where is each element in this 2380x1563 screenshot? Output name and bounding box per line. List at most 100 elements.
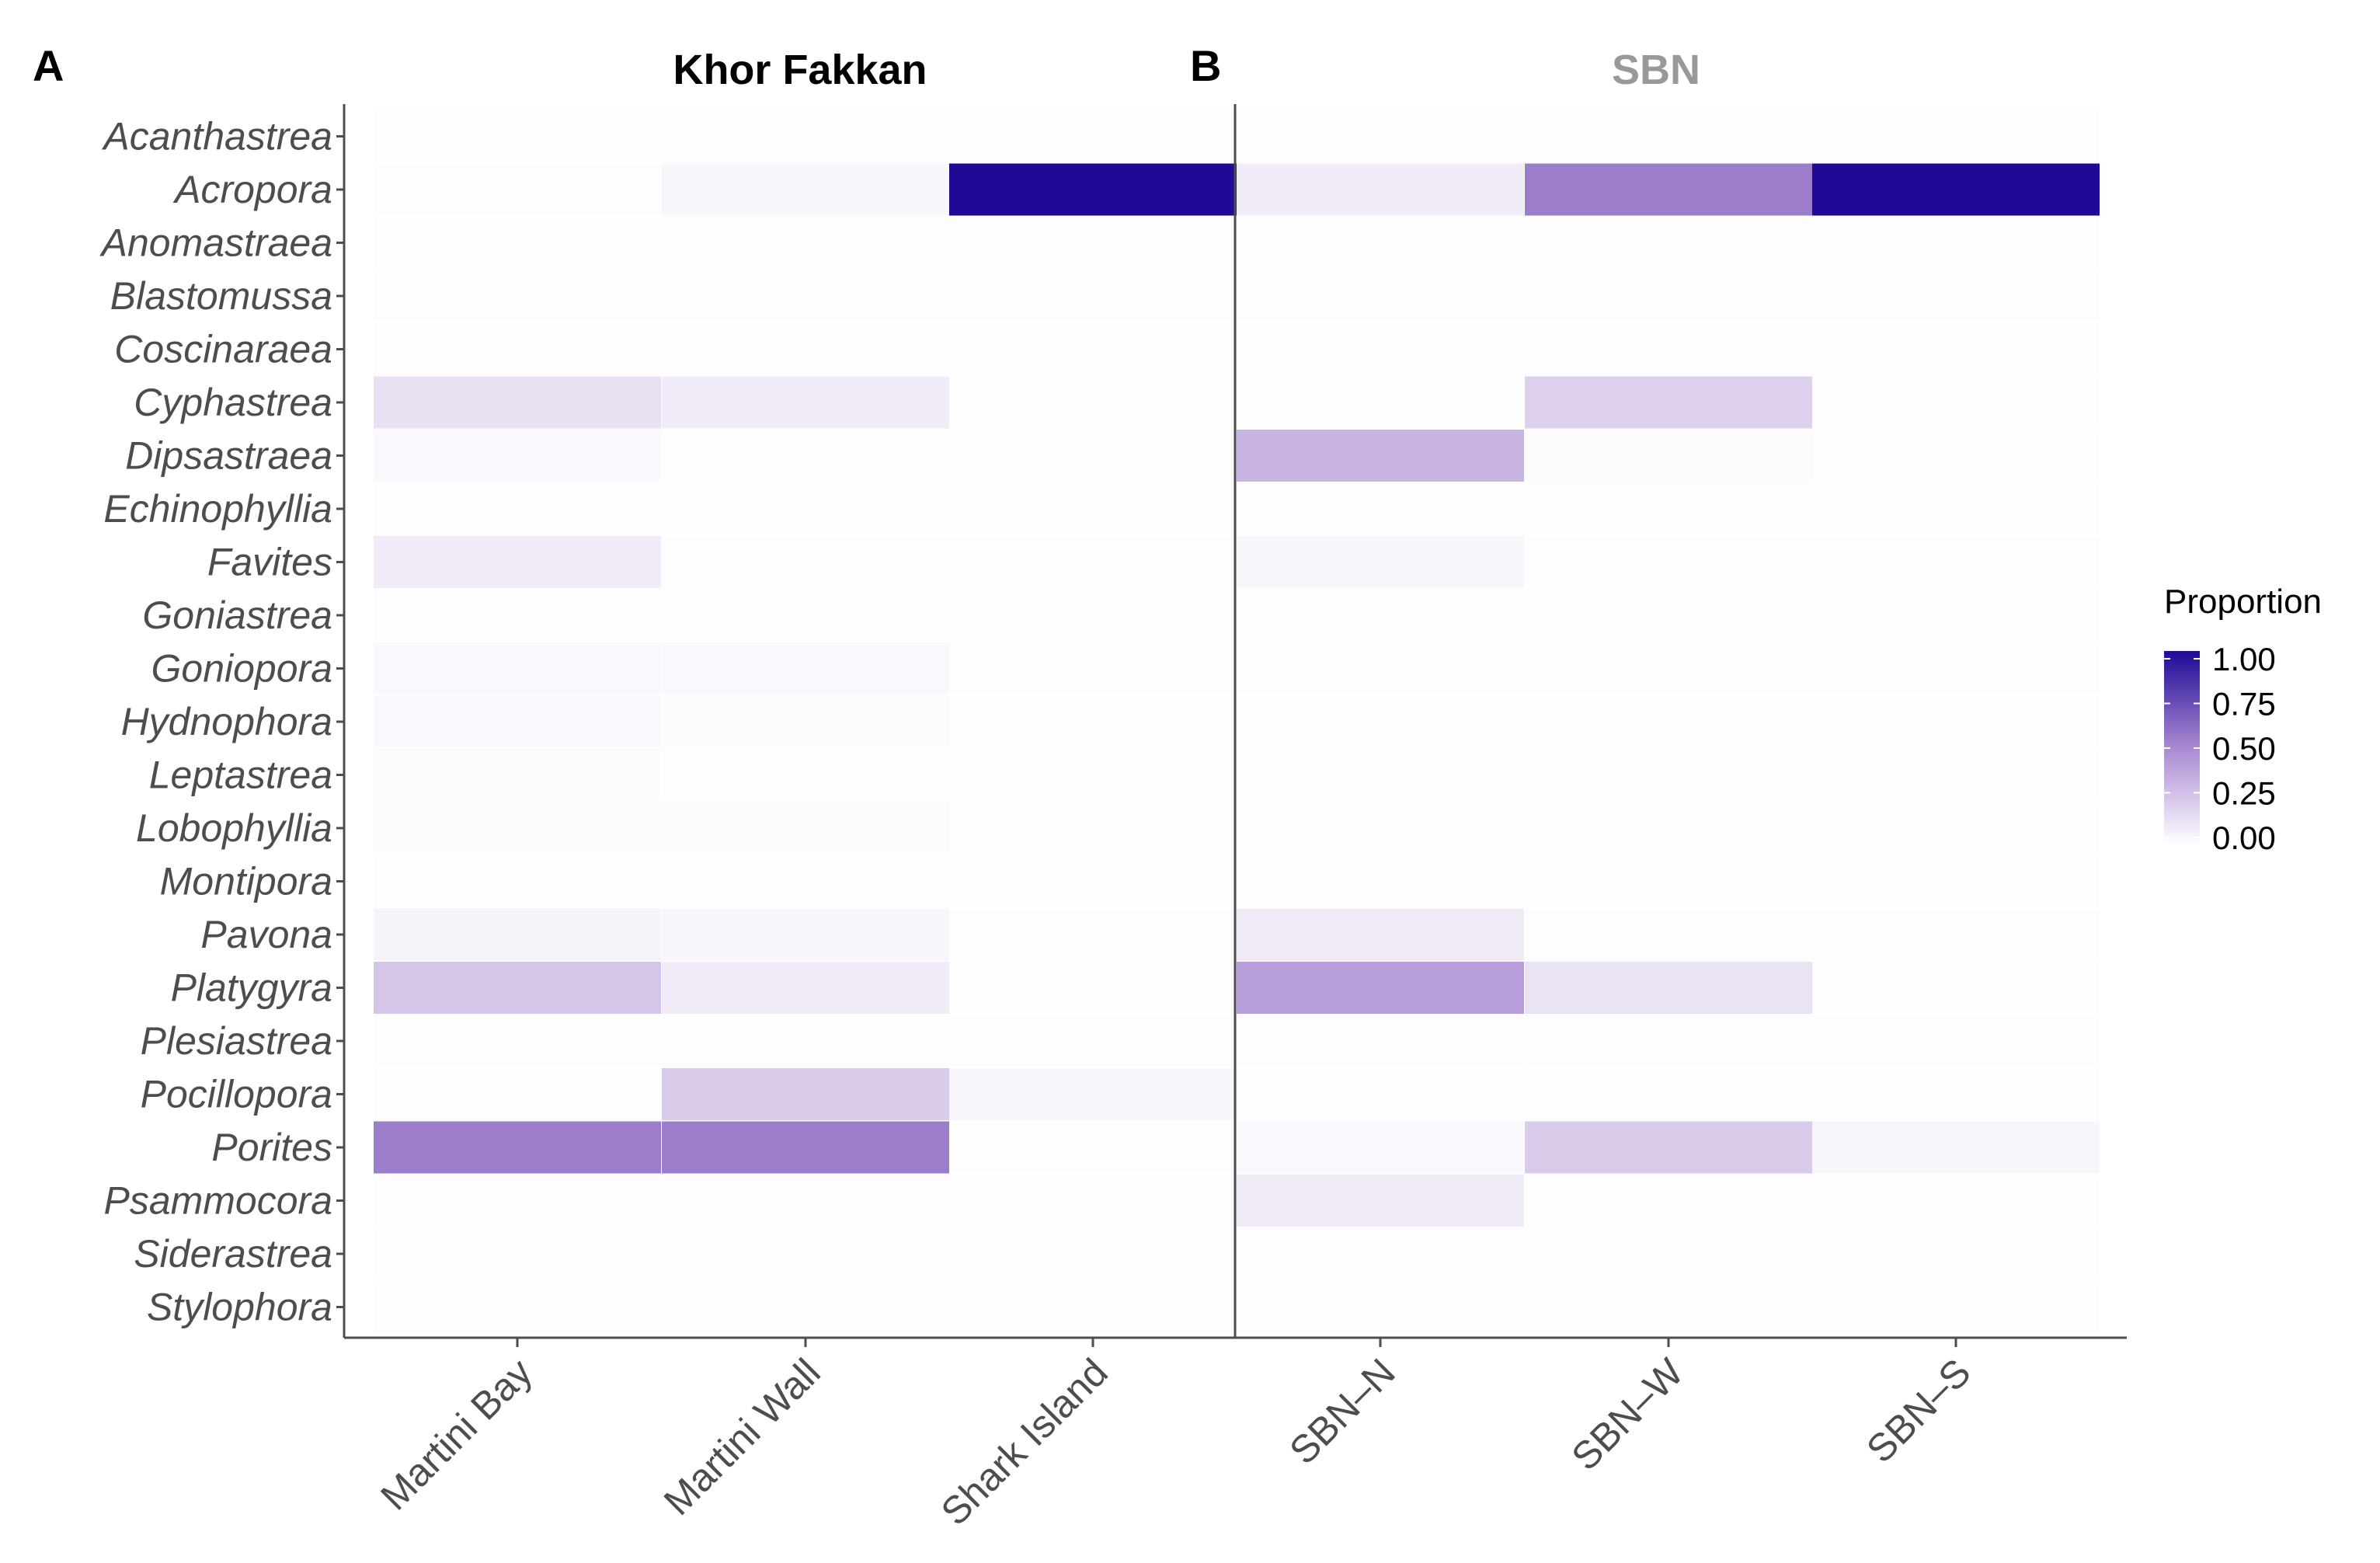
y-tick-label: Pocillopora [141, 1073, 332, 1116]
legend-tick-label: 0.75 [2212, 686, 2276, 722]
heatmap-tile [1812, 430, 2100, 482]
heatmap-tile [1525, 1068, 1812, 1120]
heatmap-tile [1237, 1281, 1524, 1333]
panel-a-letter: A [33, 41, 64, 90]
y-tick-label: Hydnophora [121, 700, 332, 743]
heatmap-tile [949, 1227, 1237, 1280]
heatmap-tile [1237, 217, 1524, 269]
heatmap-tile [662, 802, 949, 855]
heatmap-tile [1237, 962, 1524, 1014]
heatmap-tile [949, 536, 1237, 588]
heatmap-tile [1237, 749, 1524, 801]
heatmap-tile [949, 908, 1237, 961]
y-axis-tick-labels: Acanthastrea Acropora Anomastraea Blastomus… [99, 115, 344, 1329]
heatmap-tile [374, 1227, 661, 1280]
heatmap-tile [1237, 376, 1524, 429]
heatmap-tile [662, 695, 949, 748]
heatmap-tile [1812, 642, 2100, 694]
heatmap-tile [1237, 323, 1524, 375]
y-tick-label: Blastomussa [110, 274, 332, 318]
x-tick-label: SBN–W [1563, 1350, 1692, 1479]
heatmap-tile [1237, 163, 1524, 216]
heatmap-tile [1237, 1175, 1524, 1227]
heatmap-tile [1812, 1121, 2100, 1174]
legend-ticks: 1.00 0.75 0.50 0.25 0.00 [2164, 641, 2276, 856]
heatmap-tile [1812, 962, 2100, 1014]
heatmap-tile [662, 962, 949, 1014]
heatmap-tile [1525, 430, 1812, 482]
heatmap-tile [662, 536, 949, 588]
heatmap-tile [1525, 270, 1812, 322]
heatmap-tile [1237, 908, 1524, 961]
heatmap-tile [1237, 1015, 1524, 1067]
heatmap-tile [374, 855, 661, 907]
heatmap-tile [1812, 749, 2100, 801]
heatmap-tile [949, 217, 1237, 269]
heatmap-tile [949, 642, 1237, 694]
heatmap-tile [662, 1175, 949, 1227]
heatmap-tile [662, 482, 949, 535]
heatmap-tile [949, 1068, 1237, 1120]
y-tick-label: Porites [211, 1126, 332, 1169]
heatmap-tile [1812, 482, 2100, 535]
heatmap-tile [374, 1281, 661, 1333]
heatmap-tile [949, 1015, 1237, 1067]
heatmap-tile [949, 962, 1237, 1014]
heatmap-tile [1237, 536, 1524, 588]
heatmap-tile [1525, 217, 1812, 269]
heatmap-tile [662, 1068, 949, 1120]
legend-title: Proportion [2164, 583, 2322, 621]
heatmap-tile [949, 1121, 1237, 1174]
heatmap-tile [1237, 802, 1524, 855]
heatmap-tile [949, 110, 1237, 162]
heatmap-tile [1812, 110, 2100, 162]
y-tick-label: Platygyra [171, 966, 332, 1010]
heatmap-tile [949, 163, 1237, 216]
heatmap-tile [662, 749, 949, 801]
heatmap-tile [374, 1015, 661, 1067]
heatmap-tile [374, 163, 661, 216]
heatmap-tile [1237, 855, 1524, 907]
y-tick-label: Stylophora [147, 1286, 332, 1329]
heatmap-tile [662, 908, 949, 961]
heatmap-tile [662, 589, 949, 642]
heatmap-tile [1525, 1227, 1812, 1280]
heatmap-tile [374, 642, 661, 694]
heatmap-tile [374, 536, 661, 588]
heatmap-tile [1812, 908, 2100, 961]
heatmap-tile [662, 855, 949, 907]
heatmap-tile [1525, 1121, 1812, 1174]
y-tick-label: Acropora [172, 168, 332, 211]
heatmap-tile [949, 430, 1237, 482]
heatmap-tile [1525, 642, 1812, 694]
heatmap-tile [662, 217, 949, 269]
y-tick-label: Pavona [200, 913, 332, 956]
heatmap-tile [949, 589, 1237, 642]
heatmap-tile [1812, 1175, 2100, 1227]
y-tick-label: Dipsastraea [125, 434, 332, 478]
x-tick-label: Martini Wall [656, 1350, 829, 1523]
heatmap-tile [662, 1121, 949, 1174]
heatmap-tile [374, 802, 661, 855]
heatmap-tile [1525, 589, 1812, 642]
heatmap-tile [374, 217, 661, 269]
heatmap-tile [374, 749, 661, 801]
heatmap-tile [1525, 323, 1812, 375]
heatmap-tile [1525, 962, 1812, 1014]
heatmap-tiles [374, 110, 2100, 1333]
heatmap-tile [1812, 855, 2100, 907]
heatmap-tile [949, 376, 1237, 429]
heatmap-tile [1812, 1227, 2100, 1280]
y-tick-label: Cyphastrea [134, 381, 332, 424]
heatmap-tile [1237, 482, 1524, 535]
heatmap-tile [374, 482, 661, 535]
heatmap-tile [949, 323, 1237, 375]
y-tick-label: Lobophyllia [136, 806, 332, 850]
legend-tick-label: 0.25 [2212, 775, 2276, 812]
heatmap-tile [1525, 163, 1812, 216]
legend-tick-label: 0.00 [2212, 820, 2276, 856]
heatmap-tile [662, 163, 949, 216]
heatmap-tile [1812, 1015, 2100, 1067]
heatmap-tile [662, 323, 949, 375]
